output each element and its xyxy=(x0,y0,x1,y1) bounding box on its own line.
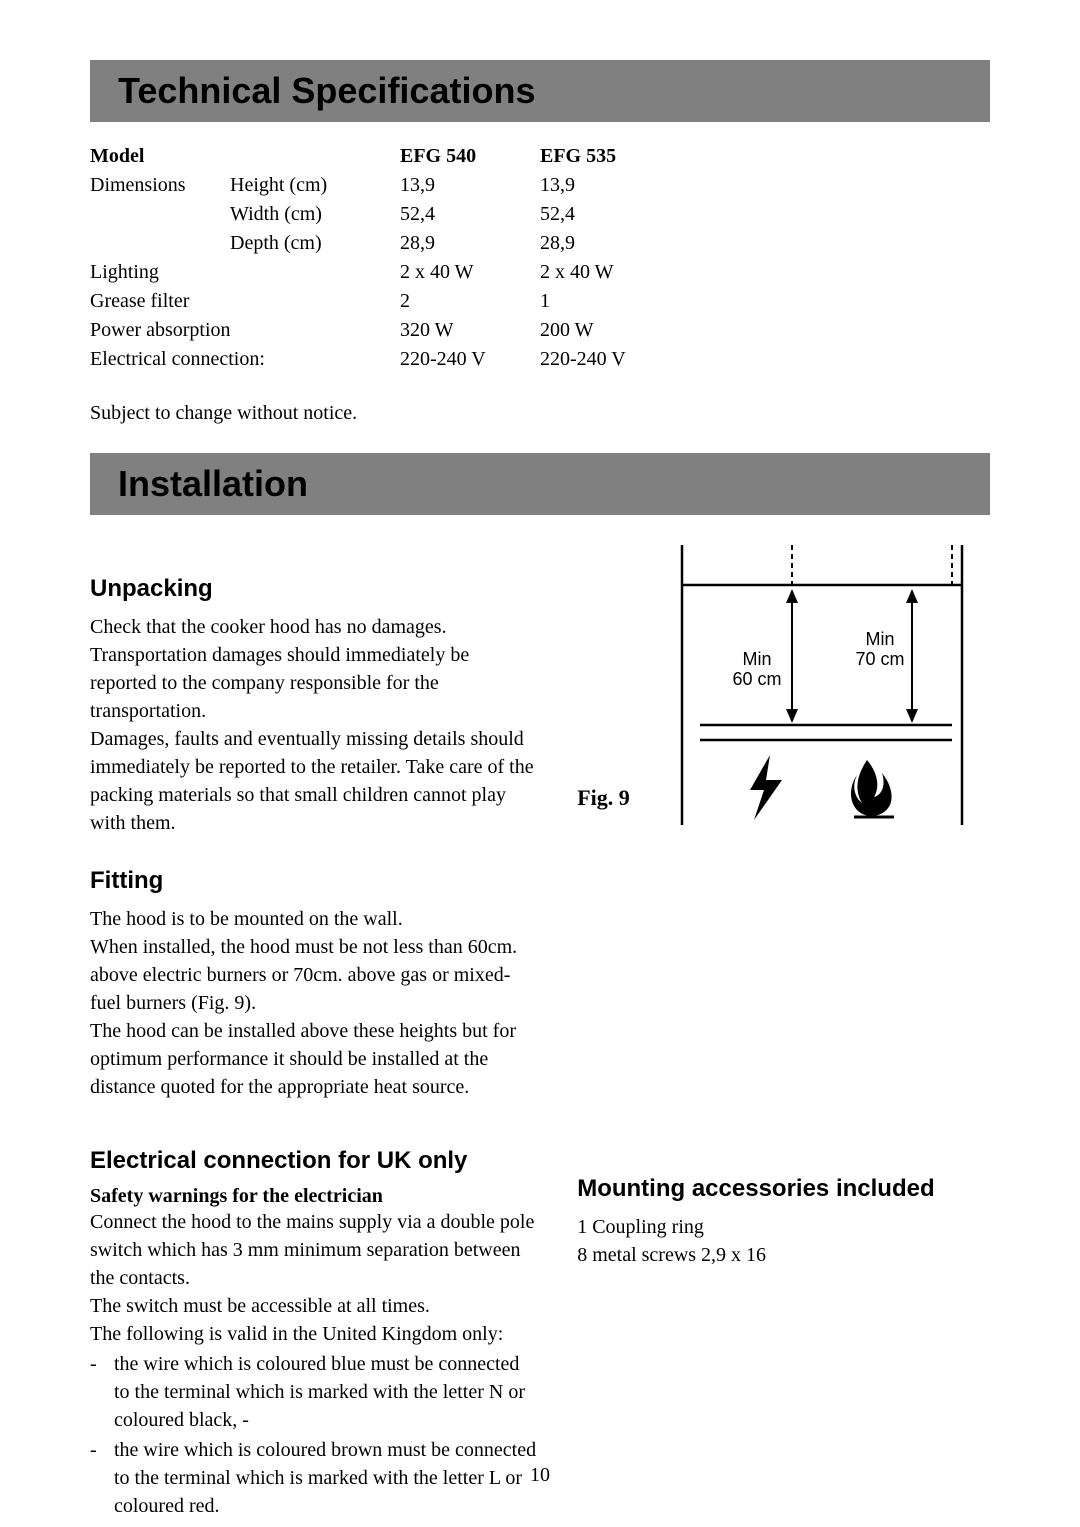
spec-label: Power absorption xyxy=(90,316,400,345)
spec-row: Lighting2 x 40 W2 x 40 W xyxy=(90,258,990,287)
spec-v1: 28,9 xyxy=(400,229,540,258)
two-column-layout: Unpacking Check that the cooker hood has… xyxy=(90,535,990,1520)
heading-unpacking: Unpacking xyxy=(90,575,537,603)
banner-tech-spec: Technical Specifications xyxy=(90,60,990,122)
spec-sublabel: Height (cm) xyxy=(230,171,400,200)
spec-v2: 1 xyxy=(540,287,680,316)
text-unpacking: Check that the cooker hood has no damage… xyxy=(90,613,537,837)
spec-v1: 2 x 40 W xyxy=(400,258,540,287)
clearance-diagram: Min 60 cm Min 70 cm xyxy=(662,545,982,825)
banner-installation: Installation xyxy=(90,453,990,515)
spec-label xyxy=(90,200,230,229)
figure-caption: Fig. 9 xyxy=(577,785,630,811)
text-electrical: Connect the hood to the mains supply via… xyxy=(90,1208,537,1348)
spec-header-label: Model xyxy=(90,142,230,171)
spec-v2: 13,9 xyxy=(540,171,680,200)
spec-v1: 320 W xyxy=(400,316,540,345)
heading-fitting: Fitting xyxy=(90,867,537,895)
subheading-safety: Safety warnings for the electrician xyxy=(90,1185,537,1208)
spec-sublabel: Width (cm) xyxy=(230,200,400,229)
spec-v1: 220-240 V xyxy=(400,345,540,374)
spec-v2: 52,4 xyxy=(540,200,680,229)
svg-text:Min: Min xyxy=(866,629,895,649)
svg-text:70 cm: 70 cm xyxy=(856,649,905,669)
spec-label: Electrical connection: xyxy=(90,345,400,374)
spec-row: Electrical connection:220-240 V220-240 V xyxy=(90,345,990,374)
left-column: Unpacking Check that the cooker hood has… xyxy=(90,535,537,1520)
spec-sublabel: Depth (cm) xyxy=(230,229,400,258)
spec-header-blank xyxy=(230,142,400,171)
page-number: 10 xyxy=(0,1464,1080,1487)
spec-row: Grease filter21 xyxy=(90,287,990,316)
spec-header-col1: EFG 540 xyxy=(400,142,540,171)
spec-v2: 2 x 40 W xyxy=(540,258,680,287)
spec-header-row: Model EFG 540 EFG 535 xyxy=(90,142,990,171)
spec-row: DimensionsHeight (cm)13,913,9 xyxy=(90,171,990,200)
mounting-items: 1 Coupling ring8 metal screws 2,9 x 16 xyxy=(577,1213,990,1269)
spec-row: Power absorption320 W200 W xyxy=(90,316,990,345)
svg-text:60 cm: 60 cm xyxy=(733,669,782,689)
mounting-block: Mounting accessories included 1 Coupling… xyxy=(577,1175,990,1269)
spec-v1: 52,4 xyxy=(400,200,540,229)
spec-header-col2: EFG 535 xyxy=(540,142,680,171)
spec-row: Depth (cm)28,928,9 xyxy=(90,229,990,258)
spec-label: Dimensions xyxy=(90,171,230,200)
spec-v1: 2 xyxy=(400,287,540,316)
svg-text:Min: Min xyxy=(743,649,772,669)
change-notice: Subject to change without notice. xyxy=(90,402,990,425)
spec-label xyxy=(90,229,230,258)
spec-v2: 200 W xyxy=(540,316,680,345)
spec-label: Lighting xyxy=(90,258,400,287)
electrical-bullets: -the wire which is coloured blue must be… xyxy=(90,1350,537,1520)
spec-row: Width (cm)52,452,4 xyxy=(90,200,990,229)
bullet-item: -the wire which is coloured blue must be… xyxy=(90,1350,537,1434)
spec-v2: 220-240 V xyxy=(540,345,680,374)
spec-v1: 13,9 xyxy=(400,171,540,200)
spec-v2: 28,9 xyxy=(540,229,680,258)
text-fitting: The hood is to be mounted on the wall.Wh… xyxy=(90,905,537,1101)
spec-label: Grease filter xyxy=(90,287,400,316)
right-column: Fig. 9 Min 60 cm Min 70 cm xyxy=(577,535,990,1520)
heading-mounting: Mounting accessories included xyxy=(577,1175,990,1203)
spec-table: Model EFG 540 EFG 535 DimensionsHeight (… xyxy=(90,142,990,374)
heading-electrical: Electrical connection for UK only xyxy=(90,1147,537,1175)
